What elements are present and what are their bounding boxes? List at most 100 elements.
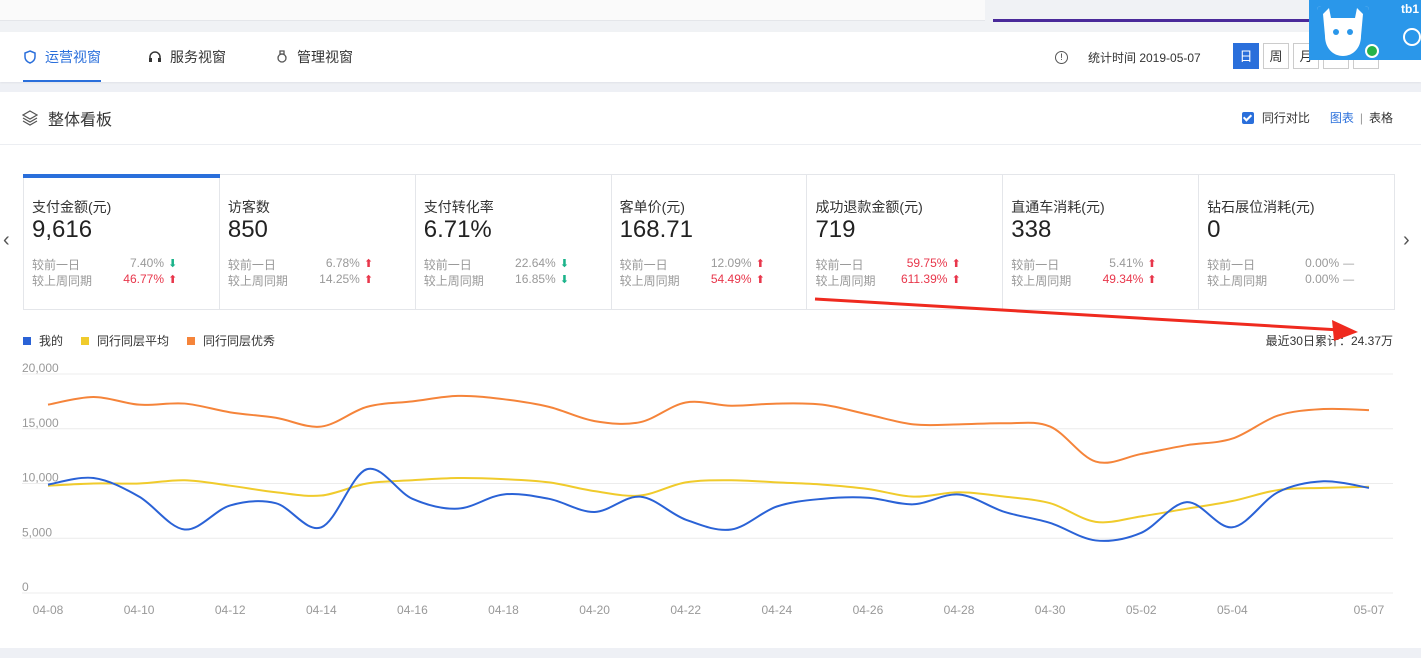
trend-chart: 20,000 15,000 10,000 5,000 0 04-08 04-10 04-12 0… [22,361,1393,617]
legend-item-avg[interactable]: 同行同层平均 [81,332,169,349]
mascot-icon [1317,6,1369,58]
metric-compare-row: 较上周同期 611.39% ⬆ [815,272,961,289]
prev-cards-arrow-icon[interactable]: ‹ [3,229,10,251]
overview-panel: 整体看板 同行对比 图表 | 表格 ‹ › 支付金额(元) 9,616 较前一日 7.… [0,92,1421,648]
legend-label: 同行同层优秀 [203,334,276,348]
tab-service[interactable]: 服务视窗 [148,32,226,82]
compare-label: 较前一日 [619,258,668,272]
x-tick-label: 04-28 [944,603,975,617]
metric-card[interactable]: 客单价(元) 168.71 较前一日 12.09% ⬆ 较上周同期 54.49% ⬆ [612,175,808,309]
arrow-down-icon: ⬇ [168,258,178,270]
metric-value: 338 [1011,216,1052,243]
compare-label: 较上周同期 [619,274,680,288]
compare-percent: 12.09% [710,256,752,270]
metric-name: 支付金额(元) [32,199,112,215]
x-tick-label: 04-14 [306,603,337,617]
headset-icon [149,51,161,62]
compare-label[interactable]: 同行对比 [1261,111,1310,125]
x-tick-label: 04-30 [1035,603,1066,617]
legend-item-best[interactable]: 同行同层优秀 [187,332,275,349]
legend-swatch [187,336,196,345]
metric-name: 支付转化率 [423,199,494,215]
metric-card[interactable]: 访客数 850 较前一日 6.78% ⬆ 较上周同期 14.25% ⬆ [220,175,416,309]
y-tick-label: 0 [22,580,29,594]
x-tick-label: 04-20 [579,603,610,617]
compare-percent: 611.39% [900,272,948,286]
compare-checkbox[interactable] [1241,111,1254,124]
metric-name: 客单价(元) [619,199,685,215]
compare-percent: 54.49% [710,272,752,286]
x-tick-label: 04-10 [124,603,155,617]
metric-card[interactable]: 钻石展位消耗(元) 0 较前一日 0.00% — 较上周同期 0.00% — [1199,175,1394,309]
compare-label: 较上周同期 [227,274,288,288]
compare-percent: 5.41% [1109,256,1144,270]
metric-name: 成功退款金额(元) [815,199,923,215]
panel-title-text: 整体看板 [48,112,113,129]
smile-icon [1403,28,1421,46]
metric-value: 850 [227,216,268,243]
tab-management[interactable]: 管理视窗 [275,32,353,82]
compare-label: 较前一日 [227,258,276,272]
arrow-up-icon: ⬆ [363,258,374,270]
compare-label: 较前一日 [32,258,81,272]
metric-card[interactable]: 支付金额(元) 9,616 较前一日 7.40% ⬇ 较上周同期 46.77% ⬆ [23,174,220,309]
tab-operations[interactable]: 运营视窗 [23,32,101,82]
arrow-up-icon: ⬆ [1147,274,1157,286]
next-cards-arrow-icon[interactable]: › [1403,229,1410,251]
metric-compare-row: 较前一日 6.78% ⬆ [228,256,374,273]
annotation-arrow-line [814,297,1341,332]
dash-icon: — [1343,274,1355,286]
x-tick-label: 04-12 [215,603,246,617]
user-tag: tb1 [1401,2,1419,16]
info-icon[interactable]: ! [1055,50,1068,64]
period-day-button[interactable]: 日 [1233,43,1259,69]
bulb-icon [277,50,287,63]
panel-title: 整体看板 [22,106,112,130]
compare-label: 较上周同期 [32,274,93,288]
x-tick-label: 04-16 [397,603,428,617]
compare-percent: 7.40% [129,256,164,270]
metric-cards: 支付金额(元) 9,616 较前一日 7.40% ⬇ 较上周同期 46.77% ⬆ 访客数 850… [23,174,1395,310]
metric-name: 访客数 [227,199,270,215]
period-week-button[interactable]: 周 [1263,43,1289,69]
dash-icon: — [1343,258,1355,270]
compare-label: 较前一日 [1011,258,1060,272]
view-separator: | [1359,110,1363,125]
metric-compare-row: 较前一日 59.75% ⬆ [815,256,961,273]
x-tick-label: 04-08 [33,603,64,617]
tab-operations-label: 运营视窗 [45,49,101,65]
view-chart-link[interactable]: 图表 [1329,111,1354,125]
metric-card[interactable]: 支付转化率 6.71% 较前一日 22.64% ⬇ 较上周同期 16.85% ⬇ [416,175,612,309]
stat-time: ! 统计时间 2019-05-07 [1055,32,1201,82]
metric-value: 6.71% [423,216,492,243]
metric-card[interactable]: 成功退款金额(元) 719 较前一日 59.75% ⬆ 较上周同期 611.39% ⬆ [807,175,1004,309]
user-widget[interactable]: tb1 [1309,0,1421,60]
tab-management-label: 管理视窗 [297,49,353,65]
metric-compare-row: 较前一日 22.64% ⬇ [424,256,570,273]
arrow-up-icon: ⬆ [168,274,178,286]
compare-percent: 59.75% [906,256,948,270]
compare-percent: 22.64% [515,256,556,270]
y-tick-label: 5,000 [22,525,52,539]
metric-card[interactable]: 直通车消耗(元) 338 较前一日 5.41% ⬆ 较上周同期 49.34% ⬆ [1003,175,1200,309]
metric-compare-row: 较上周同期 14.25% ⬆ [228,272,374,289]
online-badge [1365,44,1379,58]
legend-item-my[interactable]: 我的 [23,332,63,349]
legend-label: 我的 [39,334,64,348]
metric-value: 9,616 [32,216,93,243]
metric-compare-row: 较前一日 0.00% — [1207,256,1355,273]
legend-swatch [23,336,31,345]
metric-compare-row: 较上周同期 16.85% ⬇ [424,272,570,289]
panel-options: 同行对比 图表 | 表格 [1241,109,1393,126]
view-table-link[interactable]: 表格 [1368,111,1393,125]
compare-label: 较前一日 [815,258,864,272]
cumulative-total: 最近30日累计：24.37万 [1265,334,1393,348]
x-tick-label: 04-22 [670,603,701,617]
divider [0,144,1421,145]
x-tick-label: 04-24 [761,603,792,617]
compare-percent: 0.00% [1305,272,1340,286]
series-line-best [47,394,1370,464]
compare-label: 较上周同期 [1011,274,1072,288]
metric-value: 0 [1207,216,1221,243]
